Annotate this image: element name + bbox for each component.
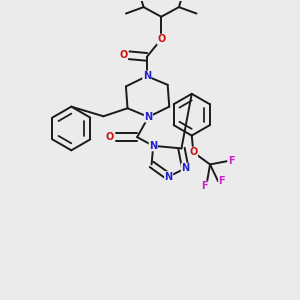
Text: N: N (149, 141, 157, 151)
Text: N: N (144, 112, 152, 122)
Text: F: F (219, 176, 225, 186)
Text: N: N (143, 71, 151, 81)
Text: F: F (201, 181, 208, 191)
Text: O: O (119, 50, 128, 60)
Text: F: F (228, 156, 235, 166)
Text: N: N (181, 163, 189, 173)
Text: N: N (165, 172, 173, 182)
Text: O: O (105, 132, 113, 142)
Text: O: O (189, 147, 197, 157)
Text: O: O (157, 34, 165, 44)
